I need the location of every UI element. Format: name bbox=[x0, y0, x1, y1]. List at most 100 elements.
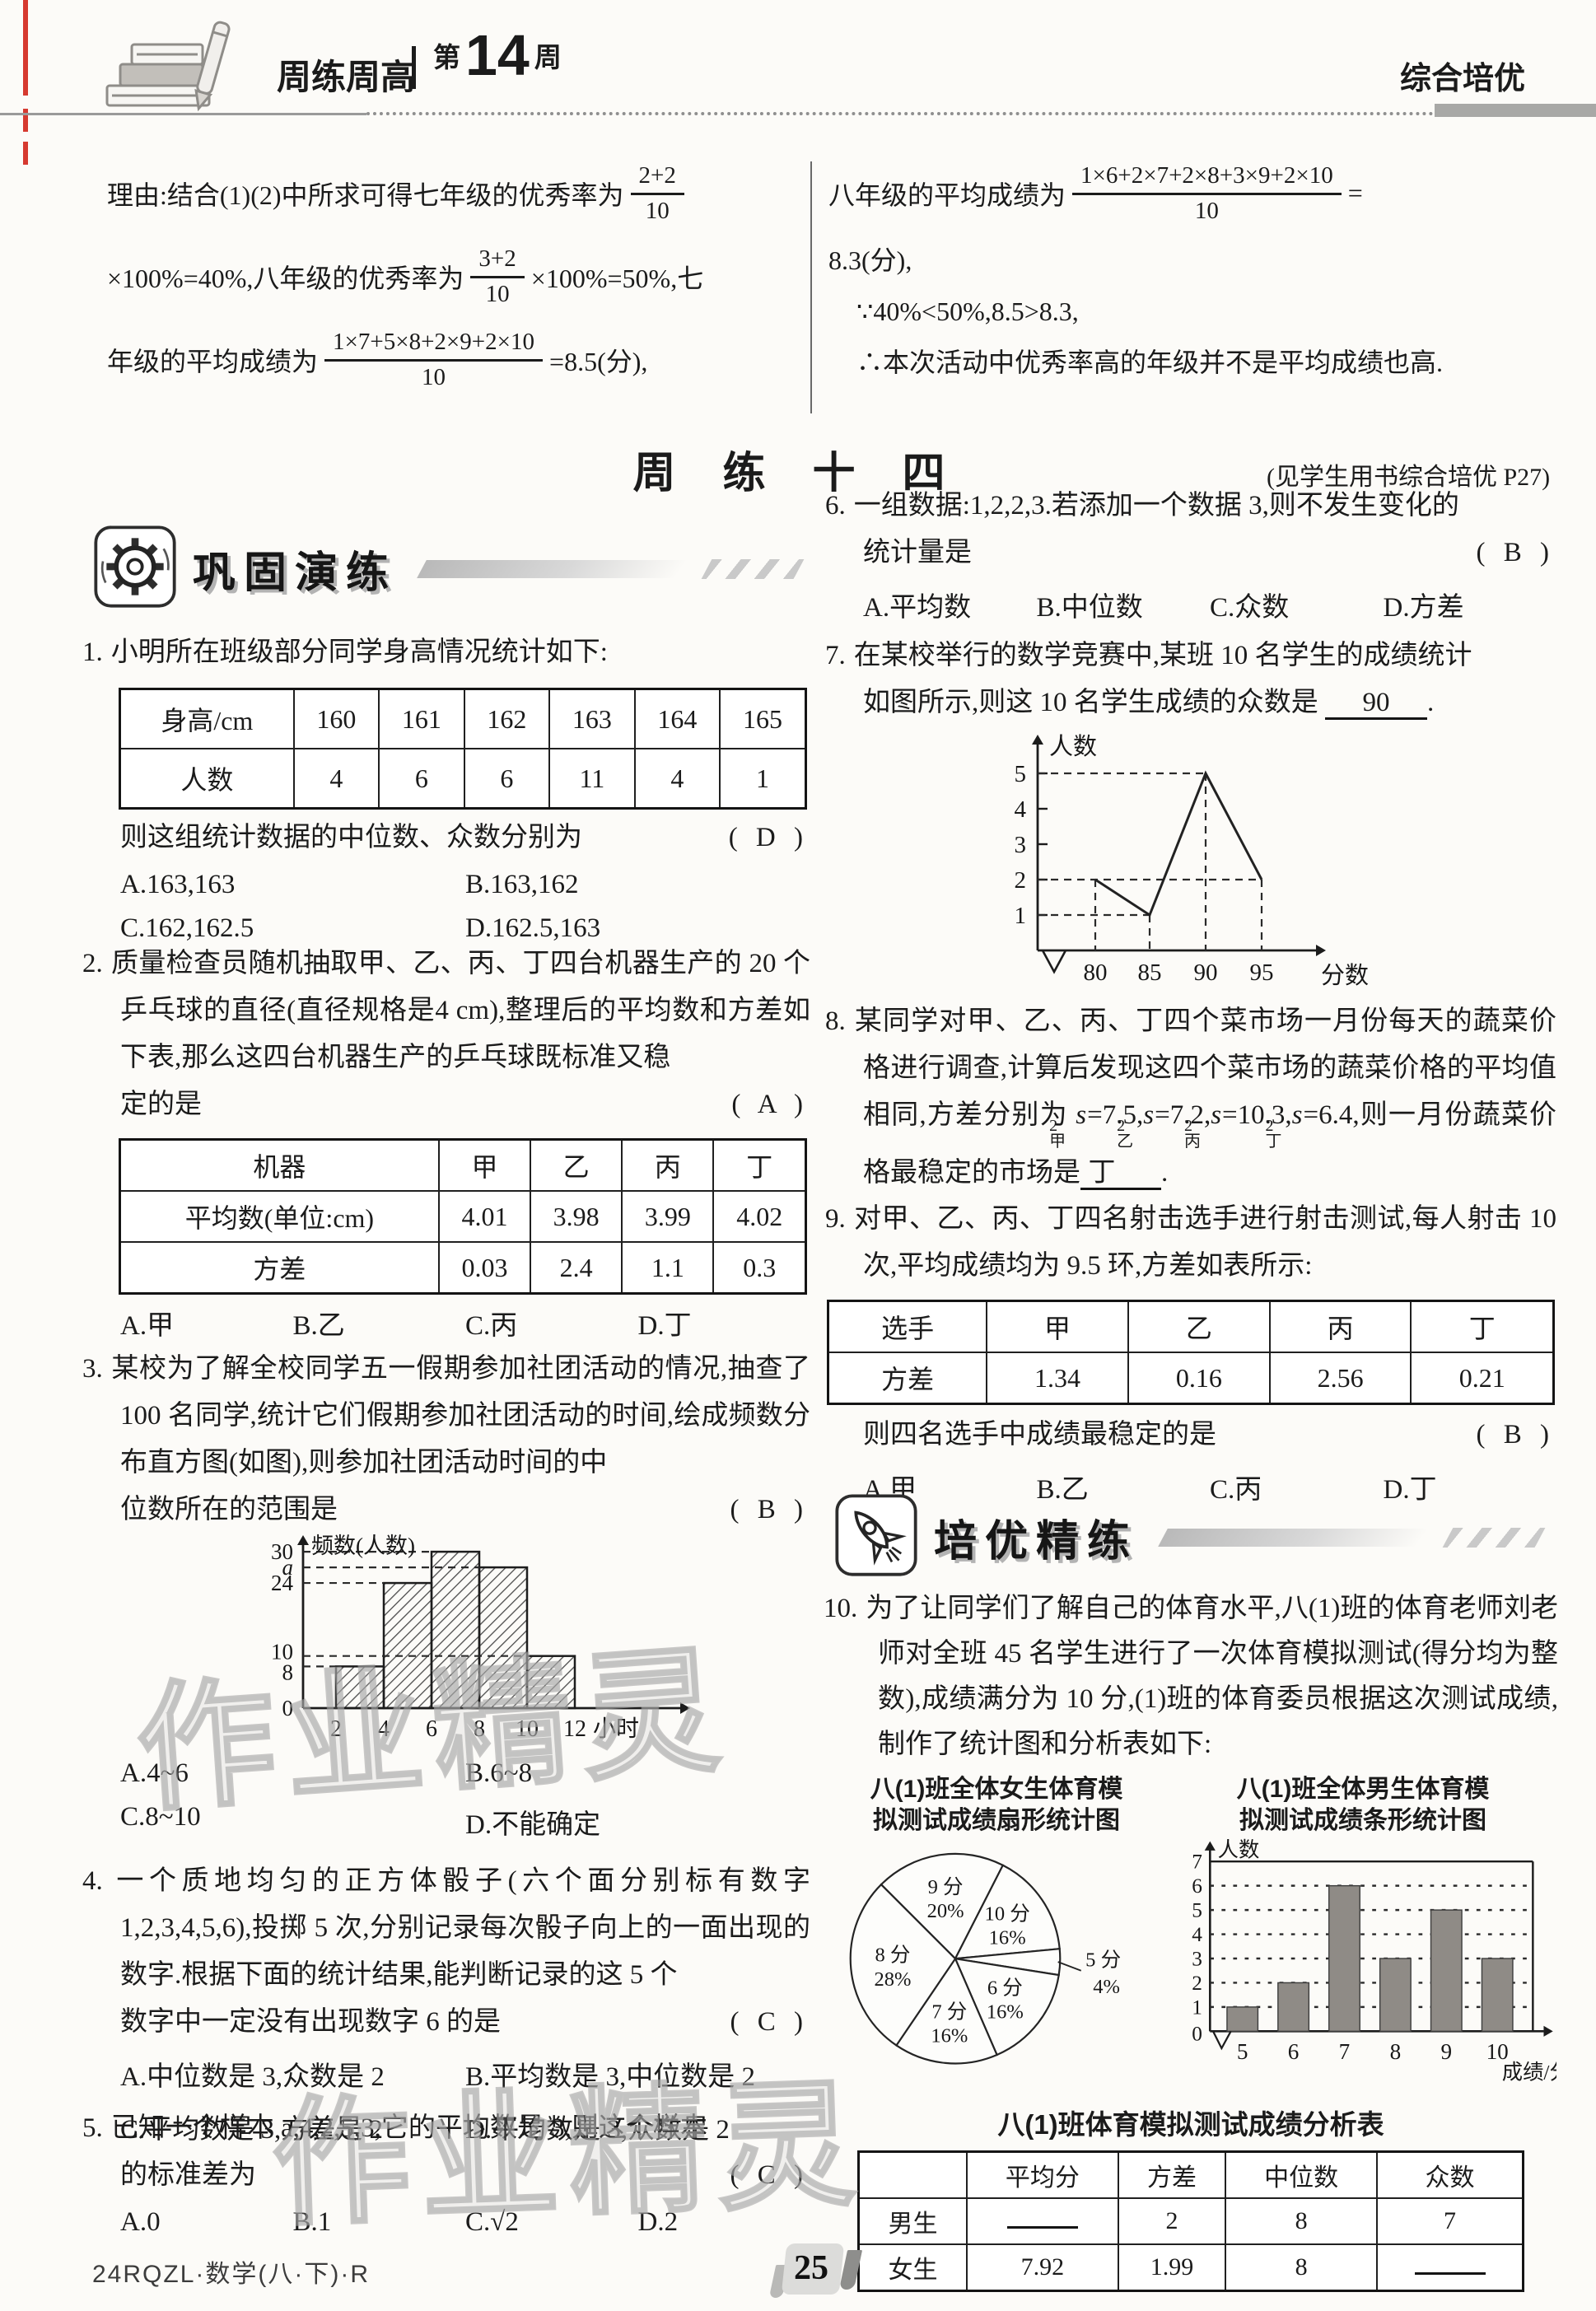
table-cell: 女生 bbox=[857, 2243, 968, 2292]
answer: ( B ) bbox=[730, 1495, 809, 1524]
answer: ( B ) bbox=[1476, 538, 1555, 567]
table-cell: 8 bbox=[1225, 2243, 1378, 2292]
answer: ( C ) bbox=[730, 2007, 809, 2037]
table-row: 平均分 方差 中位数 众数 bbox=[857, 2150, 1524, 2199]
option: D.162.5,163 bbox=[465, 913, 601, 943]
solution-left: 理由:结合(1)(2)中所求可得七年级的优秀率为 2+2 10 ×100%=40… bbox=[107, 152, 812, 401]
question-line: 则这组统计数据的中位数、众数分别为 ( D ) bbox=[82, 815, 810, 861]
svg-text:10: 10 bbox=[271, 1640, 293, 1664]
option: B.平均数是 3,中位数是 2 bbox=[465, 2062, 756, 2092]
svg-text:7 分: 7 分 bbox=[931, 2001, 967, 2024]
svg-text:分数: 分数 bbox=[1321, 962, 1369, 989]
svg-text:80: 80 bbox=[1084, 959, 1108, 986]
table-cell: 162 bbox=[463, 688, 551, 749]
svg-text:10: 10 bbox=[516, 1716, 539, 1742]
problem-text: 如图所示,则这 10 名学生成绩的众数是 90. bbox=[825, 679, 1556, 726]
bar-chart-block: 八(1)班全体男生体育模 拟测试成绩条形统计图 1 2 3 4 5 6 7 0 5 6 7 8 9 10 成… bbox=[1169, 1774, 1570, 2089]
problem-4: 4. 一个质地均匀的正方体骰子(六个面分别标有数字1,2,3,4,5,6),投掷 … bbox=[82, 1858, 810, 2146]
problem-8: 8. 某同学对甲、乙、丙、丁四个菜市场一月份每天的蔬菜价格进行调查,计算后发现这四… bbox=[825, 998, 1556, 1197]
table-cell bbox=[1376, 2243, 1524, 2292]
table-cell: 4 bbox=[292, 748, 380, 810]
solution-text: 8.3(分), bbox=[828, 245, 912, 275]
problem-text: 4. 一个质地均匀的正方体骰子(六个面分别标有数字1,2,3,4,5,6),投掷 … bbox=[82, 1866, 810, 1990]
table-cell: 1.34 bbox=[986, 1352, 1129, 1405]
header-edition: 综合培优 bbox=[1400, 62, 1526, 96]
pie-chart: 9 分 20% 10 分 16% 5 分 4% 6 分 16% 7 分 16% 8 分 28% bbox=[824, 1837, 1169, 2088]
decorative-slashes bbox=[1442, 1527, 1546, 1548]
svg-text:1: 1 bbox=[1192, 1996, 1202, 2019]
fraction: 3+2 10 bbox=[470, 244, 525, 309]
svg-text:4: 4 bbox=[1015, 796, 1027, 823]
solution-text: = bbox=[1347, 178, 1363, 208]
question-line: 定的是 ( A ) bbox=[82, 1081, 810, 1128]
problem-1: 1. 小明所在班级部分同学身高情况统计如下: 身高/cm 160 161 162 163 1… bbox=[82, 629, 810, 944]
problem-7: 7. 在某校举行的数学竞赛中,某班 10 名学生的成绩统计 如图所示,则这 10 … bbox=[825, 633, 1556, 1012]
svg-text:0: 0 bbox=[1192, 2023, 1202, 2046]
rocket-icon bbox=[833, 1492, 919, 1582]
machine-stats-table: 机器甲乙丙丁平均数(单位:cm) 4.01 3.98 3.99 4.02 方差 0.03 2.… bbox=[119, 1138, 807, 1295]
table-cell: 甲 bbox=[986, 1300, 1129, 1353]
footer-code: 24RQZL·数学(八·下)·R bbox=[92, 2261, 370, 2288]
table-cell: 165 bbox=[719, 688, 807, 749]
solution-text: ∵40%<50%,8.5>8.3, bbox=[856, 296, 1079, 326]
svg-text:2: 2 bbox=[1015, 867, 1027, 894]
answer: ( B ) bbox=[1476, 1420, 1555, 1450]
table-row: 男生 2 8 7 bbox=[857, 2197, 1524, 2245]
question-line: 统计量是 ( B ) bbox=[825, 530, 1556, 577]
option: C.平均数是 3,方差是 2 bbox=[120, 2115, 384, 2145]
svg-text:2: 2 bbox=[1192, 1972, 1202, 1995]
table-cell: 平均分 bbox=[966, 2150, 1119, 2199]
problem-number: 4. bbox=[82, 1866, 103, 1896]
answer: ( C ) bbox=[730, 2160, 809, 2190]
question-line: 位数所在的范围是 ( B ) bbox=[82, 1487, 810, 1534]
question-line: 的标准差为 ( C ) bbox=[82, 2152, 810, 2199]
table-cell: 4 bbox=[633, 748, 721, 810]
problem-text: 1. 小明所在班级部分同学身高情况统计如下: bbox=[82, 637, 608, 667]
section-badge-consolidate: 巩固演练 bbox=[92, 524, 805, 614]
svg-text:2: 2 bbox=[330, 1716, 342, 1742]
option: B.乙 bbox=[1036, 1475, 1089, 1505]
answer-blank: 丁 bbox=[1080, 1158, 1161, 1191]
badge-label: 培优精练 bbox=[934, 1518, 1139, 1566]
table-cell: 8 bbox=[1225, 2197, 1378, 2245]
header-rule-dotted bbox=[366, 112, 1434, 115]
problem-text: 3. 某校为了解全校同学五一假期参加社团活动的情况,抽查了 100 名同学,统计它… bbox=[82, 1354, 810, 1478]
table-cell: 乙 bbox=[530, 1138, 623, 1192]
table-cell: 丁 bbox=[1410, 1300, 1555, 1353]
solution-text: 年级的平均成绩为 bbox=[107, 346, 319, 376]
solution-line: 年级的平均成绩为 1×7+5×8+2×9+2×10 10 =8.5(分), bbox=[107, 318, 812, 401]
table-cell bbox=[966, 2197, 1119, 2245]
table-cell: 人数 bbox=[119, 748, 295, 810]
page-title: 周 练 十 四 bbox=[632, 451, 964, 497]
table-cell: 0.03 bbox=[437, 1241, 532, 1295]
problem-number: 6. bbox=[825, 491, 846, 521]
table-cell: 丁 bbox=[712, 1138, 807, 1192]
bar-chart-title: 八(1)班全体男生体育模 拟测试成绩条形统计图 bbox=[1236, 1776, 1490, 1834]
pie-chart-title: 八(1)班全体女生体育模 拟测试成绩扇形统计图 bbox=[870, 1776, 1123, 1834]
table-cell: 方差 bbox=[827, 1352, 988, 1405]
answer: ( D ) bbox=[728, 823, 809, 852]
header-brand: 周练周高 bbox=[277, 58, 416, 96]
problem-number: 1. bbox=[82, 637, 103, 667]
problem-text: 8. 某同学对甲、乙、丙、丁四个菜市场一月份每天的蔬菜价格进行调查,计算后发现这四… bbox=[825, 998, 1556, 1197]
svg-text:a: a bbox=[282, 1555, 294, 1580]
solution-line: 理由:结合(1)(2)中所求可得七年级的优秀率为 2+2 10 bbox=[107, 152, 812, 235]
option: C.8~10 bbox=[120, 1802, 201, 1832]
option: A.平均数 bbox=[863, 593, 972, 623]
problem-6: 6. 一组数据:1,2,2,3.若添加一个数据 3,则不发生变化的 统计量是 ( … bbox=[825, 483, 1556, 624]
svg-text:16%: 16% bbox=[989, 1927, 1026, 1949]
table-cell: 2.56 bbox=[1268, 1352, 1412, 1405]
option: A.4~6 bbox=[120, 1758, 189, 1788]
svg-text:8: 8 bbox=[1390, 2039, 1402, 2064]
options: A.甲 B.乙 C.丙 D.丁 bbox=[825, 1467, 1556, 1506]
decorative-slashes bbox=[701, 558, 805, 579]
table-cell: 0.3 bbox=[712, 1241, 807, 1295]
fraction: 2+2 10 bbox=[630, 161, 684, 226]
svg-text:8: 8 bbox=[474, 1716, 485, 1742]
svg-text:人数: 人数 bbox=[1218, 1838, 1260, 1861]
option: C.√2 bbox=[465, 2207, 519, 2237]
svg-text:5 分: 5 分 bbox=[1085, 1948, 1121, 1971]
svg-text:30: 30 bbox=[271, 1539, 293, 1564]
